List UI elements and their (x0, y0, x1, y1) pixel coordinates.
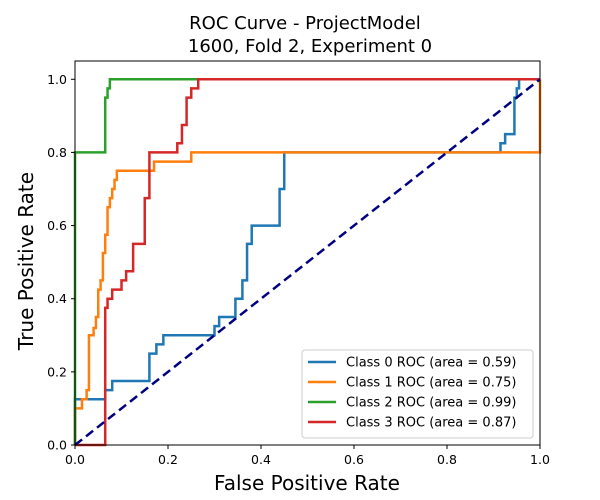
roc-curve-class-1 (73, 79, 542, 445)
legend-label-class-1: Class 1 ROC (area = 0.75) (346, 376, 516, 391)
y-tick-label: 1.0 (47, 72, 67, 87)
x-tick-label: 0.4 (251, 452, 271, 467)
legend-label-class-2: Class 2 ROC (area = 0.99) (346, 396, 516, 411)
y-tick-label: 0.8 (47, 145, 67, 160)
chart-title-line-2: 1600, Fold 2, Experiment 0 (188, 36, 432, 57)
plot-area: 0.0 0.2 0.4 0.6 0.8 1.0 0.0 0.2 0.4 0.6 0.8 1.0 (47, 60, 550, 467)
roc-curve-class-2 (73, 78, 540, 445)
x-tick-label: 0.0 (65, 452, 85, 467)
y-tick-label: 0.4 (47, 291, 67, 306)
y-tick-label: 0.2 (47, 364, 67, 379)
roc-curve-class-0 (73, 78, 540, 445)
legend-label-class-3: Class 3 ROC (area = 0.87) (346, 416, 516, 431)
x-tick-label: 0.2 (158, 452, 178, 467)
x-tick-label: 1.0 (530, 452, 550, 467)
legend-box (301, 349, 534, 439)
chance-diagonal-line (74, 78, 541, 446)
x-tick-label: 0.8 (437, 452, 457, 467)
chart-title-line-1: ROC Curve - ProjectModel (189, 13, 421, 34)
y-tick-label: 0.6 (47, 218, 67, 233)
legend: Class 0 ROC (area = 0.59) Class 1 ROC (ar… (301, 349, 534, 439)
x-axis-label: False Positive Rate (214, 471, 400, 495)
x-tick-label: 0.6 (344, 452, 364, 467)
roc-curve-class-3 (75, 78, 540, 447)
y-tick-label: 0.0 (47, 438, 67, 453)
axes-frame (74, 60, 541, 446)
y-axis-label: True Positive Rate (14, 172, 38, 351)
legend-label-class-0: Class 0 ROC (area = 0.59) (346, 356, 516, 371)
